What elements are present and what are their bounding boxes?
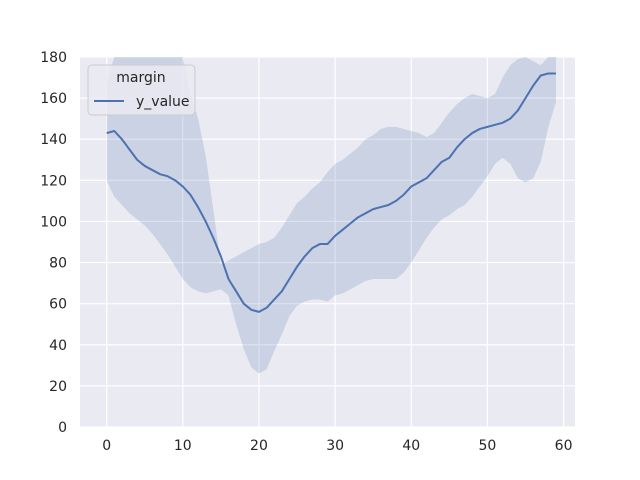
y-tick-label-160: 160 bbox=[40, 91, 67, 107]
legend-label-y-value: y_value bbox=[136, 94, 190, 110]
x-tick-label-0: 0 bbox=[102, 438, 111, 454]
y-tick-label-80: 80 bbox=[49, 256, 67, 272]
x-tick-label-30: 30 bbox=[326, 438, 344, 454]
y-tick-label-40: 40 bbox=[49, 338, 67, 354]
y-tick-label-20: 20 bbox=[49, 379, 67, 395]
plot-area bbox=[80, 57, 575, 427]
confidence-band-layer bbox=[106, 57, 556, 374]
legend-title: margin bbox=[116, 70, 165, 86]
y-tick-label-0: 0 bbox=[58, 420, 67, 436]
series-line-y-value bbox=[106, 72, 556, 313]
y-tick-label-120: 120 bbox=[40, 173, 67, 189]
legend: margin y_value bbox=[87, 64, 196, 116]
y-tick-label-100: 100 bbox=[40, 214, 67, 230]
confidence-band-y-value bbox=[106, 57, 556, 374]
legend-box bbox=[87, 64, 196, 116]
x-tick-labels: 0 10 20 30 40 50 60 bbox=[102, 438, 572, 454]
x-tick-label-10: 10 bbox=[174, 438, 192, 454]
y-tick-label-140: 140 bbox=[40, 132, 67, 148]
x-tick-label-50: 50 bbox=[479, 438, 497, 454]
y-tick-labels: 0 20 40 60 80 100 120 140 160 180 bbox=[40, 50, 67, 436]
x-tick-label-20: 20 bbox=[250, 438, 268, 454]
series-line-layer bbox=[106, 72, 556, 313]
y-tick-label-60: 60 bbox=[49, 297, 67, 313]
y-tick-label-180: 180 bbox=[40, 50, 67, 66]
x-tick-label-60: 60 bbox=[555, 438, 573, 454]
x-tick-label-40: 40 bbox=[402, 438, 420, 454]
